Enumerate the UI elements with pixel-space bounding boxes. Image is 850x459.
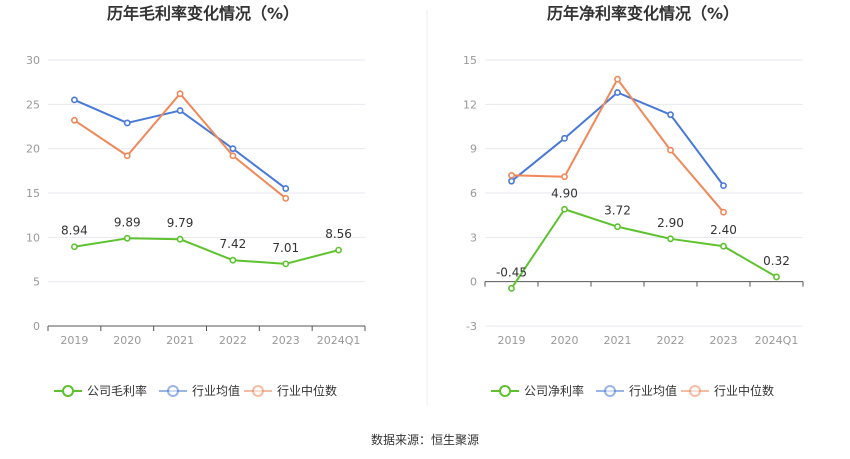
legend-swatch-marker [167,385,179,397]
series-line-1 [510,91,725,187]
data-point [508,177,515,185]
y-tick-label: 9 [470,143,477,156]
legend-label: 行业均值 [192,383,240,398]
data-point [123,234,131,242]
data-point [176,90,184,98]
data-point [720,242,727,250]
legend-swatch-marker [499,385,511,397]
data-point [71,96,78,104]
data-point [614,75,621,83]
data-point [773,273,780,281]
x-tick-label: 2020 [551,334,579,347]
series-line-2 [511,78,725,213]
data-point [123,152,131,160]
data-point [176,235,184,243]
y-tick-label: 12 [463,98,477,111]
legend-label: 行业中位数 [714,383,774,398]
y-tick-label: -3 [466,320,477,333]
data-label: 8.94 [61,224,88,238]
data-point [123,119,131,127]
legend-swatch-marker [62,385,74,397]
y-tick-label: 15 [463,54,477,67]
data-point [561,134,568,142]
data-point [176,107,184,114]
data-label: 9.89 [114,215,141,229]
data-label: 4.90 [551,186,578,200]
x-tick-label: 2021 [166,334,194,347]
y-tick-label: 0 [470,276,477,289]
data-point [282,260,290,268]
x-tick-label: 2024Q1 [755,334,799,347]
legend-swatch-marker [252,385,264,397]
legend-swatch-marker [604,385,616,397]
chart-title: 历年毛利率变化情况（%） [107,4,299,23]
x-tick-label: 2020 [113,334,141,347]
series-line-0 [510,208,778,289]
data-point [667,146,674,154]
data-point [561,173,568,181]
legend-swatch-marker [689,385,701,397]
x-tick-label: 2023 [272,334,300,347]
y-tick-label: 3 [470,231,477,244]
x-tick-label: 2024Q1 [317,334,361,347]
data-label: 2.90 [657,216,684,230]
data-point [667,111,674,119]
y-tick-label: 15 [26,187,40,200]
y-tick-label: 10 [26,231,40,244]
data-source-note: 数据来源：恒生聚源 [371,432,479,447]
data-point [667,235,674,243]
data-label: 3.72 [604,204,631,218]
legend-label: 公司净利率 [524,383,584,398]
data-point [561,205,568,213]
data-point [614,223,621,231]
data-label: 8.56 [325,227,352,241]
data-label: 9.79 [167,216,194,230]
data-label: 7.42 [220,237,247,251]
data-point [229,152,237,160]
data-label: -0.45 [496,265,527,279]
data-point [720,182,727,190]
legend-label: 行业中位数 [277,383,337,398]
legend-label: 行业均值 [629,383,677,398]
data-point [71,243,78,251]
net-margin-chart: 历年净利率变化情况（%） -3 0 3 6 9 12 15 2019 2020 2021 2022 20… [463,4,804,398]
data-label: 7.01 [272,241,299,255]
data-point [282,194,290,202]
data-point [614,89,621,96]
legend-label: 公司毛利率 [87,383,147,398]
data-point [508,171,515,179]
y-tick-label: 30 [26,54,40,67]
data-label: 2.40 [710,223,737,237]
y-tick-label: 25 [26,98,40,111]
y-tick-label: 0 [33,320,40,333]
series-line-0 [74,237,339,265]
data-point [282,185,290,192]
data-point [229,145,237,153]
x-tick-label: 2022 [657,334,685,347]
y-tick-label: 20 [26,143,40,156]
data-point [508,284,515,292]
y-tick-label: 6 [470,187,477,200]
gross-margin-chart: 历年毛利率变化情况（%） 0 5 10 15 20 25 30 2019 2020 2021 2022… [26,4,366,398]
data-point [229,256,237,264]
chart-title: 历年净利率变化情况（%） [547,4,739,23]
x-tick-label: 2019 [498,334,526,347]
data-label: 0.32 [763,254,790,268]
x-tick-label: 2022 [219,334,247,347]
data-point [335,246,342,254]
data-point [720,208,727,216]
x-tick-label: 2023 [710,334,738,347]
y-tick-label: 5 [33,276,40,289]
x-tick-label: 2021 [604,334,632,347]
data-point [71,116,78,124]
x-tick-label: 2019 [60,334,88,347]
